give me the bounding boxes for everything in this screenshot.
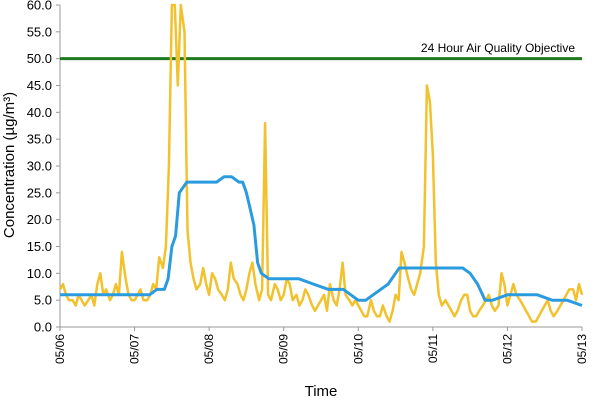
x-tick-label: 05/09 — [277, 334, 291, 364]
y-tick-label: 15.0 — [27, 239, 52, 254]
y-tick-label: 35.0 — [27, 132, 52, 147]
axes: 0.0 5.0 10.0 15.0 20.0 25.0 30.0 35.0 40.0 45.0 50… — [27, 0, 589, 364]
y-tick-label: 0.0 — [34, 320, 52, 335]
y-tick-label: 45.0 — [27, 78, 52, 93]
y-tick-label: 60.0 — [27, 0, 52, 13]
x-tick-label: 05/08 — [202, 334, 216, 364]
y-tick-label: 30.0 — [27, 159, 52, 174]
x-tick-label: 05/12 — [500, 334, 514, 364]
rolling-average-line — [60, 175, 583, 307]
series-layer — [58, 3, 584, 323]
y-axis-title: Concentration (µg/m³) — [1, 92, 18, 238]
x-tick-label: 05/07 — [128, 334, 142, 364]
y-tick-label: 5.0 — [34, 293, 52, 308]
x-tick-label: 05/11 — [426, 334, 440, 363]
x-axis-title: Time — [305, 383, 338, 400]
y-tick-label: 25.0 — [27, 185, 52, 200]
x-tick-label: 05/13 — [575, 334, 589, 364]
y-tick-label: 40.0 — [27, 105, 52, 120]
x-tick-label: 05/06 — [53, 334, 67, 364]
x-tick-label: 05/10 — [351, 334, 365, 364]
y-tick-label: 50.0 — [27, 51, 52, 66]
y-tick-label: 20.0 — [27, 212, 52, 227]
hourly-concentration-line — [58, 3, 584, 323]
y-tick-label: 55.0 — [27, 24, 52, 39]
y-tick-label: 10.0 — [27, 266, 52, 281]
objective-label: 24 Hour Air Quality Objective — [421, 41, 575, 55]
